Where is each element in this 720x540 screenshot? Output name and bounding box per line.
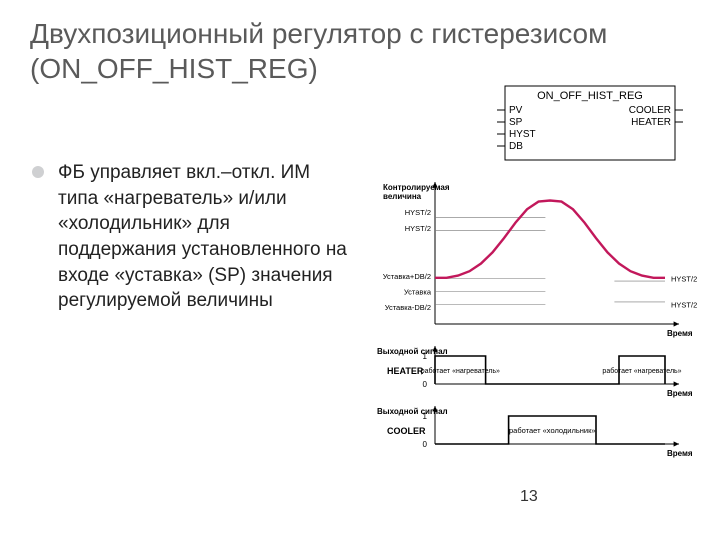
chart1-ytitle: Контролируемая (383, 183, 450, 192)
chart1-ylabel: HYST/2 (405, 224, 431, 233)
step-name: HEATER (387, 366, 424, 376)
chart1-ylabel: HYST/2 (405, 208, 431, 217)
step-ytitle: Выходной сигнал (377, 347, 448, 356)
step-caption: работает «нагреватель» (421, 367, 500, 375)
fb-pin-left: SP (509, 117, 523, 128)
chart1-ylabel-r: HYST/2 (671, 275, 697, 284)
fb-pin-right: HEATER (631, 117, 671, 128)
step-name: COOLER (387, 426, 426, 436)
bullet-icon (32, 166, 44, 178)
step-caption: работает «холодильник» (509, 426, 596, 435)
diagram: ON_OFF_HIST_REGPVSPHYSTDBCOOLERHEATERHYS… (355, 84, 705, 484)
step-xlabel: Время (667, 449, 693, 458)
svg-text:величина: величина (383, 192, 422, 201)
chart1-curve (435, 201, 665, 278)
fb-pin-right: COOLER (629, 105, 671, 116)
chart1-xlabel: Время (667, 329, 693, 338)
bullet-text: ФБ управляет вкл.–откл. ИМ типа «нагрева… (58, 160, 352, 314)
chart1-ylabel-r: HYST/2 (671, 301, 697, 310)
chart1-ylabel: Уставка+DB/2 (383, 272, 431, 281)
step-ytitle: Выходной сигнал (377, 407, 448, 416)
bullet-block: ФБ управляет вкл.–откл. ИМ типа «нагрева… (32, 160, 352, 314)
body: ФБ управляет вкл.–откл. ИМ типа «нагрева… (0, 110, 720, 510)
page-title: Двухпозиционный регулятор с гистерезисом… (30, 16, 690, 86)
svg-text:0: 0 (423, 380, 428, 389)
chart1-ylabel: Уставка-DB/2 (385, 303, 431, 312)
step-xlabel: Время (667, 389, 693, 398)
svg-text:0: 0 (423, 440, 428, 449)
chart1-ylabel: Уставка (404, 288, 432, 297)
fb-pin-left: HYST (509, 129, 536, 140)
fb-pin-left: DB (509, 141, 523, 152)
fb-title: ON_OFF_HIST_REG (537, 90, 643, 102)
svg-text:работает «нагреватель»: работает «нагреватель» (602, 367, 681, 375)
page-number: 13 (520, 488, 538, 506)
fb-pin-left: PV (509, 105, 523, 116)
